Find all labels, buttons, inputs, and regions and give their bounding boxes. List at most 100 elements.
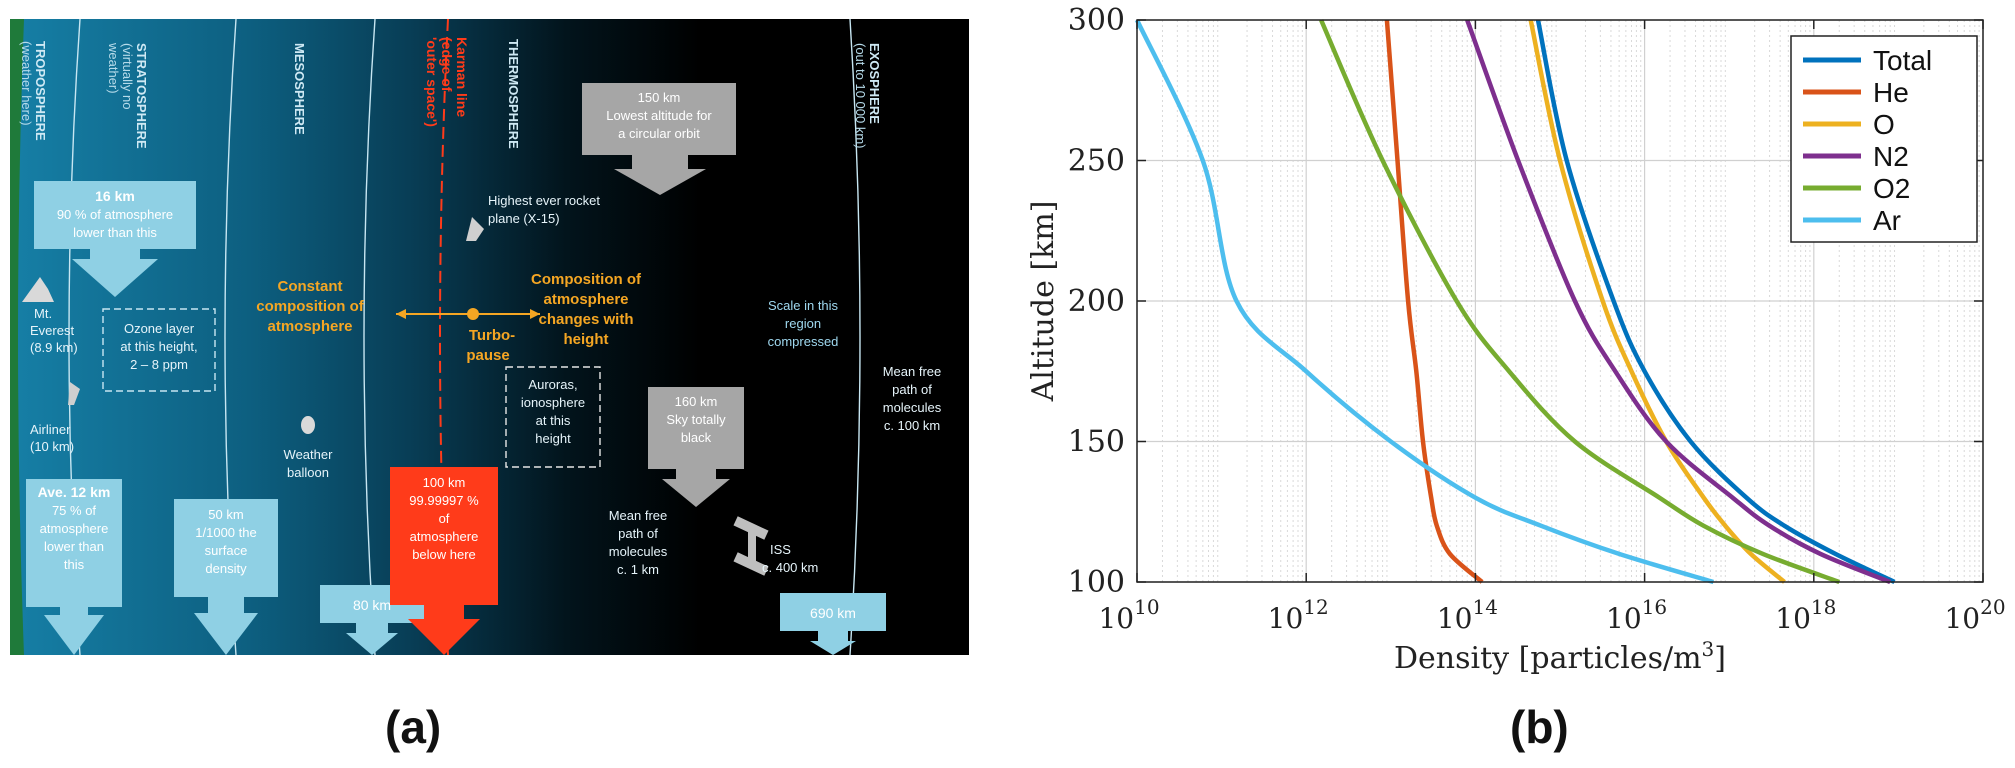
svg-text:90 % of atmosphere: 90 % of atmosphere: [57, 207, 173, 222]
svg-text:changes with: changes with: [538, 311, 633, 328]
x-tick-label: 1014: [1437, 595, 1498, 635]
svg-text:Airliner: Airliner: [30, 422, 71, 437]
svg-text:at this: at this: [536, 413, 571, 428]
x-tick-label: 1018: [1775, 595, 1836, 635]
airliner-label: Airliner (10 km): [30, 422, 74, 454]
svg-text:99.99997 %: 99.99997 %: [409, 493, 479, 508]
callout-100km: 100 km 99.99997 % of atmosphere below he…: [390, 467, 498, 655]
svg-text:c. 400 km: c. 400 km: [762, 560, 818, 575]
svg-text:160 km: 160 km: [675, 394, 718, 409]
svg-text:composition of: composition of: [256, 298, 364, 315]
svg-text:black: black: [681, 430, 712, 445]
svg-text:(10 km): (10 km): [30, 439, 74, 454]
svg-text:Composition of: Composition of: [531, 271, 642, 288]
svg-text:region: region: [785, 316, 821, 331]
legend-label-he: He: [1873, 77, 1909, 108]
svg-text:Turbo-: Turbo-: [469, 327, 515, 344]
svg-text:at this height,: at this height,: [120, 339, 197, 354]
troposphere-label: TROPOSPHERE: [33, 41, 48, 141]
svg-text:Weather: Weather: [284, 447, 334, 462]
svg-text:16 km: 16 km: [95, 188, 135, 204]
stratosphere-label: STRATOSPHERE: [134, 43, 149, 149]
svg-text:2 – 8 ppm: 2 – 8 ppm: [130, 357, 188, 372]
svg-text:ISS: ISS: [770, 542, 791, 557]
composition-changes-label: Composition of atmosphere changes with h…: [531, 271, 642, 348]
svg-text:atmosphere: atmosphere: [267, 318, 352, 335]
panel-label-b: (b): [1510, 701, 1569, 753]
turbopause-label: Turbo- pause: [466, 327, 515, 364]
svg-text:Ave. 12 km: Ave. 12 km: [38, 484, 111, 500]
svg-text:Highest ever rocket: Highest ever rocket: [488, 193, 600, 208]
svg-text:Mt.: Mt.: [34, 306, 52, 321]
callout-50km: 50 km 1/1000 the surface density: [174, 499, 278, 655]
iss-icon: [733, 516, 769, 576]
svg-text:Everest: Everest: [30, 323, 74, 338]
everest-label: Mt. Everest (8.9 km): [30, 306, 78, 355]
airliner-icon: [68, 382, 80, 405]
svg-text:pause: pause: [466, 347, 509, 364]
earth-surface: [10, 19, 24, 655]
svg-text:(8.9 km): (8.9 km): [30, 340, 78, 355]
legend-label-n2: N2: [1873, 141, 1909, 172]
callout-690km: 690 km: [780, 593, 886, 655]
exosphere-line: [849, 19, 861, 655]
series-line-n2: [1465, 19, 1892, 585]
density-altitude-chart: 1010 1012 1014 1016 1018 1020 100 150 200 250 300…: [1005, 0, 2015, 700]
svg-text:lower than: lower than: [44, 539, 104, 554]
svg-text:molecules: molecules: [609, 544, 668, 559]
callout-150km: 150 km Lowest altitude for a circular or…: [582, 83, 736, 195]
mean-free-path-100km-label: Mean free path of molecules c. 100 km: [883, 364, 942, 433]
x-tick-label: 1012: [1268, 595, 1329, 635]
stratosphere-note-1: (virtually no: [120, 43, 135, 109]
svg-text:below here: below here: [412, 547, 476, 562]
svg-text:surface: surface: [205, 543, 248, 558]
series-line-ar: [1134, 19, 1715, 585]
legend-label-total: Total: [1873, 45, 1932, 76]
svg-text:this: this: [64, 557, 85, 572]
svg-text:of: of: [439, 511, 450, 526]
ozone-box: Ozone layer at this height, 2 – 8 ppm: [102, 308, 216, 392]
svg-text:100 km: 100 km: [423, 475, 466, 490]
svg-text:Sky totally: Sky totally: [666, 412, 726, 427]
mesopause-line: [363, 19, 376, 655]
legend-box: [1790, 35, 1978, 243]
svg-text:atmosphere: atmosphere: [543, 291, 628, 308]
svg-text:Constant: Constant: [278, 278, 343, 295]
svg-text:balloon: balloon: [287, 465, 329, 480]
svg-text:150 km: 150 km: [638, 90, 681, 105]
svg-text:c. 1 km: c. 1 km: [617, 562, 659, 577]
exosphere-note: (out to 10 000 km): [853, 43, 868, 149]
constant-composition-label: Constant composition of atmosphere: [256, 278, 364, 335]
mesosphere-label: MESOSPHERE: [292, 43, 307, 135]
karman-label-3: 'outer space'): [424, 37, 440, 127]
x-tick-label: 1010: [1098, 595, 1159, 635]
legend-label-ar: Ar: [1873, 205, 1901, 236]
scale-compressed-label: Scale in this region compressed: [768, 298, 839, 349]
legend-label-o2: O2: [1873, 173, 1910, 204]
auroras-box: Auroras, ionosphere at this height: [505, 366, 601, 468]
weather-balloon-icon: [301, 416, 315, 434]
thermosphere-label: THERMOSPHERE: [506, 39, 521, 149]
mountain-icon: [22, 277, 54, 302]
weather-balloon-label: Weather balloon: [284, 447, 334, 480]
y-axis-label: Altitude [km]: [1026, 201, 1061, 403]
svg-text:molecules: molecules: [883, 400, 942, 415]
svg-text:Ozone layer: Ozone layer: [124, 321, 195, 336]
svg-text:atmosphere: atmosphere: [40, 521, 109, 536]
svg-text:Mean free: Mean free: [883, 364, 942, 379]
stratosphere-note-2: weather): [106, 42, 121, 94]
panel-label-a: (a): [385, 701, 442, 753]
turbopause-marker: [396, 308, 540, 320]
series-line-he: [1384, 19, 1484, 584]
svg-text:Lowest altitude for: Lowest altitude for: [606, 108, 712, 123]
karman-label-1: Karman line: [454, 37, 470, 117]
karman-label-2: (edge of: [439, 37, 455, 92]
svg-text:lower than this: lower than this: [73, 225, 157, 240]
callout-160km: 160 km Sky totally black: [648, 387, 744, 507]
x-tick-label: 1020: [1944, 595, 2005, 635]
y-tick-label: 200: [1068, 284, 1125, 319]
series-line-o2: [1319, 19, 1841, 585]
svg-text:compressed: compressed: [768, 334, 839, 349]
mean-free-path-1km-label: Mean free path of molecules c. 1 km: [609, 508, 668, 577]
